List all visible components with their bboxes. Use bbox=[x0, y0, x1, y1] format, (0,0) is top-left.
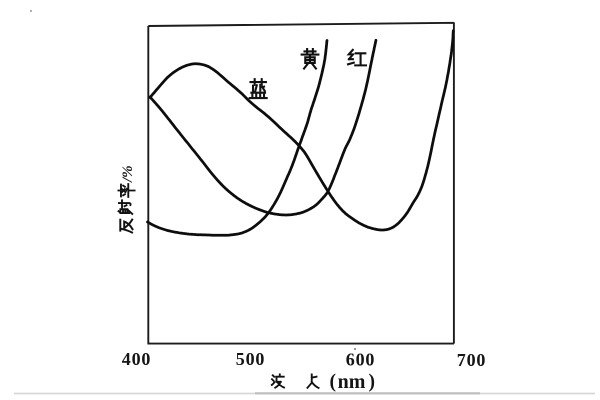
svg-text:400: 400 bbox=[122, 349, 151, 369]
svg-text:/%: /% bbox=[120, 165, 136, 183]
svg-text:): ) bbox=[369, 372, 376, 393]
svg-text:(: ( bbox=[330, 372, 337, 393]
svg-text:600: 600 bbox=[346, 349, 375, 369]
svg-text:700: 700 bbox=[457, 350, 486, 370]
svg-text:nm: nm bbox=[338, 371, 366, 393]
svg-text:500: 500 bbox=[236, 349, 265, 369]
